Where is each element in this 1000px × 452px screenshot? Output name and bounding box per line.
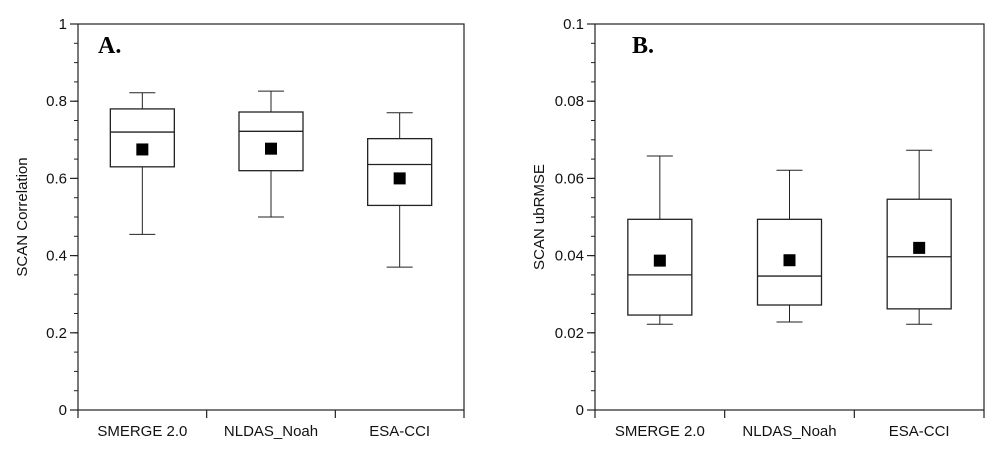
panel-a: 0 0.2 0.4 0.6 0.8 1 SMERGE 2.0 NLDAS_Noah ESA-CC…: [14, 16, 465, 440]
y-tick-label: 1: [59, 16, 67, 33]
panel-b: 0 0.02 0.04 0.06 0.08 0.1 SMERGE 2.0 NLDAS_Noah…: [531, 16, 985, 440]
box-iqr: [238, 111, 304, 172]
y-tick-label: 0.4: [46, 248, 67, 265]
panel-label: A.: [98, 33, 121, 59]
x-tick-label: SMERGE 2.0: [97, 423, 187, 440]
mean-marker: [136, 143, 149, 156]
box-1: [238, 90, 304, 218]
y-tick-label: 0.2: [46, 325, 67, 342]
mean-marker: [653, 254, 666, 267]
y-tick-label: 0.02: [555, 325, 584, 342]
y-tick-label: 0.6: [46, 170, 67, 187]
box-0: [109, 92, 175, 235]
y-tick-label: 0.1: [563, 16, 584, 33]
box-iqr: [367, 137, 433, 207]
mean-marker: [265, 142, 277, 155]
box-1: [756, 169, 823, 323]
y-tick-label: 0.8: [46, 93, 67, 110]
x-tick-label: NLDAS_Noah: [742, 423, 836, 440]
mean-marker: [393, 172, 406, 185]
mean-marker: [783, 254, 796, 267]
y-tick-label: 0.04: [555, 248, 584, 265]
y-tick-label: 0.06: [555, 170, 584, 187]
x-tick-label: SMERGE 2.0: [615, 423, 705, 440]
box-iqr: [109, 108, 175, 168]
y-axis-title: SCAN Correlation: [14, 157, 31, 276]
y-axis-title: SCAN ubRMSE: [531, 164, 548, 270]
x-tick-label: ESA-CCI: [889, 423, 950, 440]
box-iqr: [627, 218, 693, 316]
y-tick-label: 0.08: [555, 93, 584, 110]
box-2: [886, 149, 952, 325]
y-tick-label: 0: [576, 402, 584, 419]
panel-label: B.: [632, 33, 654, 59]
box-0: [627, 155, 693, 325]
y-tick-label: 0: [59, 402, 67, 419]
box-iqr: [886, 198, 952, 310]
x-tick-label: ESA-CCI: [369, 423, 430, 440]
x-tick-label: NLDAS_Noah: [224, 423, 318, 440]
mean-marker: [913, 241, 926, 254]
box-2: [367, 112, 433, 268]
